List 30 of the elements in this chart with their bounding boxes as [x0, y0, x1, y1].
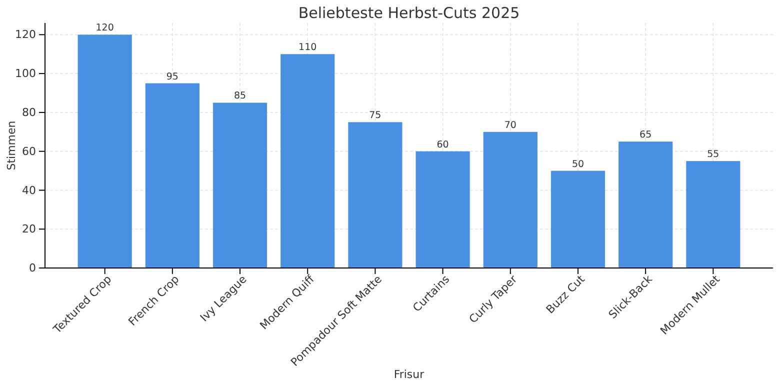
data-label: 120	[96, 22, 114, 34]
bar	[618, 142, 673, 268]
bar	[78, 34, 132, 268]
data-label: 85	[234, 90, 246, 102]
data-label: 95	[166, 71, 178, 82]
chart-title: Beliebteste Herbst-Cuts 2025	[298, 4, 520, 22]
bar	[348, 122, 402, 268]
y-tick-label: 0	[29, 262, 36, 275]
y-tick-label: 40	[22, 184, 36, 197]
y-axis-title: Stimmen	[5, 120, 18, 170]
y-tick-label: 100	[15, 67, 36, 80]
x-axis-title: Frisur	[394, 368, 425, 381]
bar	[416, 151, 470, 268]
data-label: 50	[572, 158, 584, 170]
data-label: 55	[707, 149, 720, 160]
bar	[686, 161, 740, 268]
y-tick-label: 60	[22, 144, 36, 158]
data-label: 110	[298, 42, 317, 54]
data-label: 75	[369, 110, 382, 122]
bar	[280, 54, 335, 268]
bar	[212, 102, 268, 268]
data-label: 70	[504, 120, 516, 131]
y-tick-label: 80	[22, 106, 36, 119]
bar	[145, 83, 200, 268]
y-tick-label: 20	[22, 222, 36, 236]
bar	[550, 170, 606, 268]
data-label: 65	[640, 130, 652, 141]
y-tick-label: 120	[15, 28, 36, 42]
bar	[483, 132, 538, 268]
data-label: 60	[436, 139, 449, 150]
